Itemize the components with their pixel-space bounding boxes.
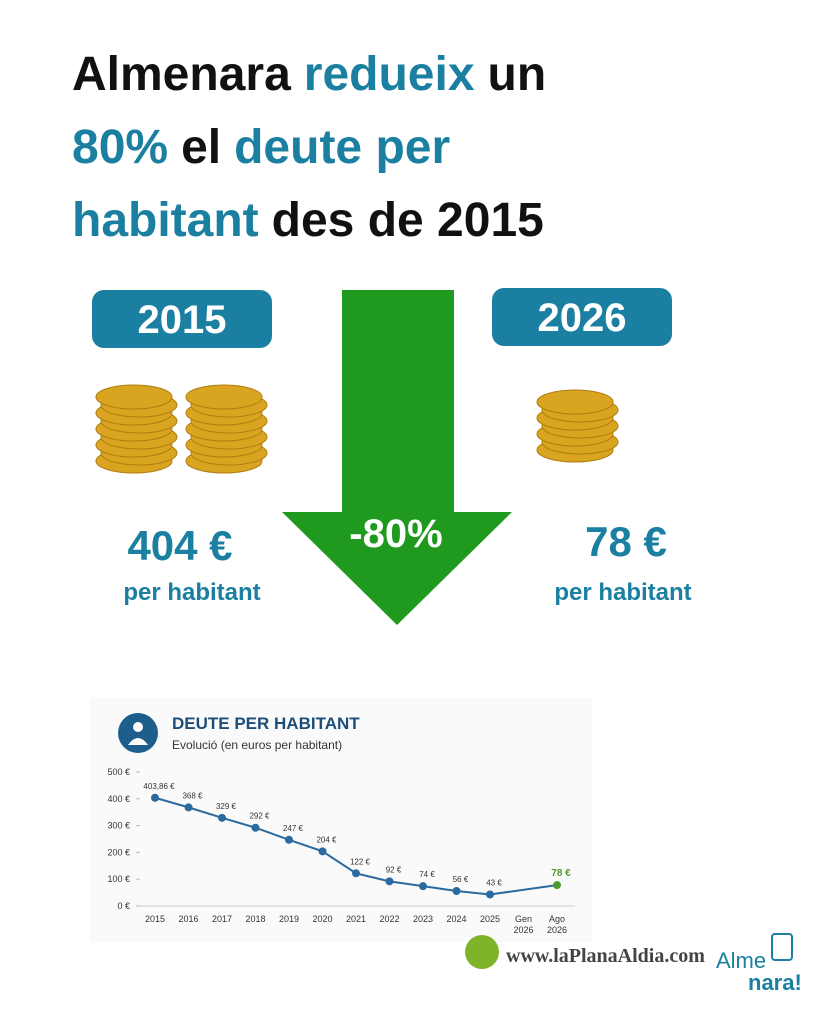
x-tick-label: 2018 <box>245 914 266 924</box>
amount: 404 € <box>127 522 232 569</box>
y-tick-label: 400 € <box>107 794 130 804</box>
logo-text: Alme <box>716 948 766 973</box>
value-label: 43 € <box>486 878 502 887</box>
amount-unit: per habitant <box>123 579 260 606</box>
headline-line: Almenara redueix un <box>72 38 559 111</box>
x-tick-label: 2024 <box>446 914 467 924</box>
headline-word: deute per <box>234 121 451 174</box>
year-box <box>492 288 672 346</box>
data-point <box>486 890 494 899</box>
headline-word: 80% <box>72 121 169 174</box>
data-point <box>218 813 226 822</box>
icon <box>118 713 158 753</box>
y-tick-label: 100 € <box>107 874 130 884</box>
x-tick-label: 2021 <box>345 914 367 924</box>
x-tick-label: 2023 <box>412 914 434 924</box>
headline-line: habitant des de 2015 <box>72 184 559 257</box>
data-point <box>151 793 159 802</box>
value-label: 292 € <box>249 812 270 821</box>
data-point <box>385 877 394 886</box>
data-point <box>318 847 327 856</box>
x-tick-label: Gen 2026 <box>513 914 534 935</box>
y-tick-label: 200 € <box>107 847 130 857</box>
headline-word: des de 2015 <box>271 194 544 247</box>
year: 2026 <box>538 296 627 340</box>
chart-title: DEUTE PER HABITANT <box>172 714 360 733</box>
data-point <box>184 803 193 812</box>
headline-word: habitant <box>72 194 259 247</box>
x-tick-label: 2020 <box>312 914 333 924</box>
amount: 78 € <box>585 518 667 565</box>
data-point <box>352 869 360 878</box>
y-tick-label: 500 € <box>107 767 130 777</box>
value-label: 74 € <box>419 870 435 879</box>
value-label: 247 € <box>283 824 304 833</box>
headline: Almenara redueix un 80% el deute per habitant d… <box>72 38 559 257</box>
watermark-logo <box>465 935 499 969</box>
coin <box>536 389 614 415</box>
value-label: 56 € <box>453 875 469 884</box>
headline-word: el <box>181 121 222 174</box>
icon <box>133 722 143 732</box>
value-label: 204 € <box>316 835 337 844</box>
y-tick-label: 0 € <box>117 901 130 911</box>
data-point <box>553 881 561 890</box>
value-label: 329 € <box>216 802 237 811</box>
value-label: 92 € <box>386 865 402 874</box>
y-tick-label: 300 € <box>107 821 130 831</box>
x-tick-label: 2022 <box>379 914 400 924</box>
logo-text: nara! <box>748 970 802 995</box>
x-tick-label: 2017 <box>211 914 233 924</box>
value-label: 78 € <box>551 868 571 879</box>
watermark: www.laPlanaAldia.com <box>506 945 705 967</box>
x-tick-label: Ago 2026 <box>546 914 568 935</box>
plot: 0 € 100 € 200 € 300 € 400 € 500 € 403,86 € 368 … <box>107 767 575 911</box>
data-point <box>251 823 260 832</box>
chart-subtitle: Evolució (en euros per habitant) <box>172 738 342 752</box>
data-point <box>285 835 293 844</box>
headline-word: Almenara <box>72 48 291 101</box>
logo-icon <box>771 933 793 961</box>
headline-line: 80% el deute per <box>72 111 559 184</box>
coins <box>95 384 619 474</box>
down-arrow <box>282 290 512 625</box>
year-box <box>92 290 272 348</box>
icon <box>128 738 148 745</box>
value-label: 368 € <box>182 791 203 800</box>
arrow-label: -80% <box>349 512 442 556</box>
data-point <box>452 886 461 895</box>
data-point <box>419 882 427 891</box>
year: 2015 <box>138 298 227 342</box>
chart-panel <box>90 698 592 942</box>
x-tick-label: 2015 <box>144 914 166 924</box>
amount-unit: per habitant <box>554 579 691 606</box>
headline-word: un <box>487 48 547 101</box>
series-line <box>154 796 558 896</box>
x-tick-label: 2025 <box>479 914 501 924</box>
coin <box>185 384 263 410</box>
x-tick-label: 2016 <box>178 914 199 924</box>
coin <box>95 384 173 410</box>
x-tick-label: 2019 <box>278 914 300 924</box>
value-label: 403,86 € <box>143 782 175 791</box>
headline-word: redueix <box>303 48 475 101</box>
value-label: 122 € <box>350 857 371 866</box>
